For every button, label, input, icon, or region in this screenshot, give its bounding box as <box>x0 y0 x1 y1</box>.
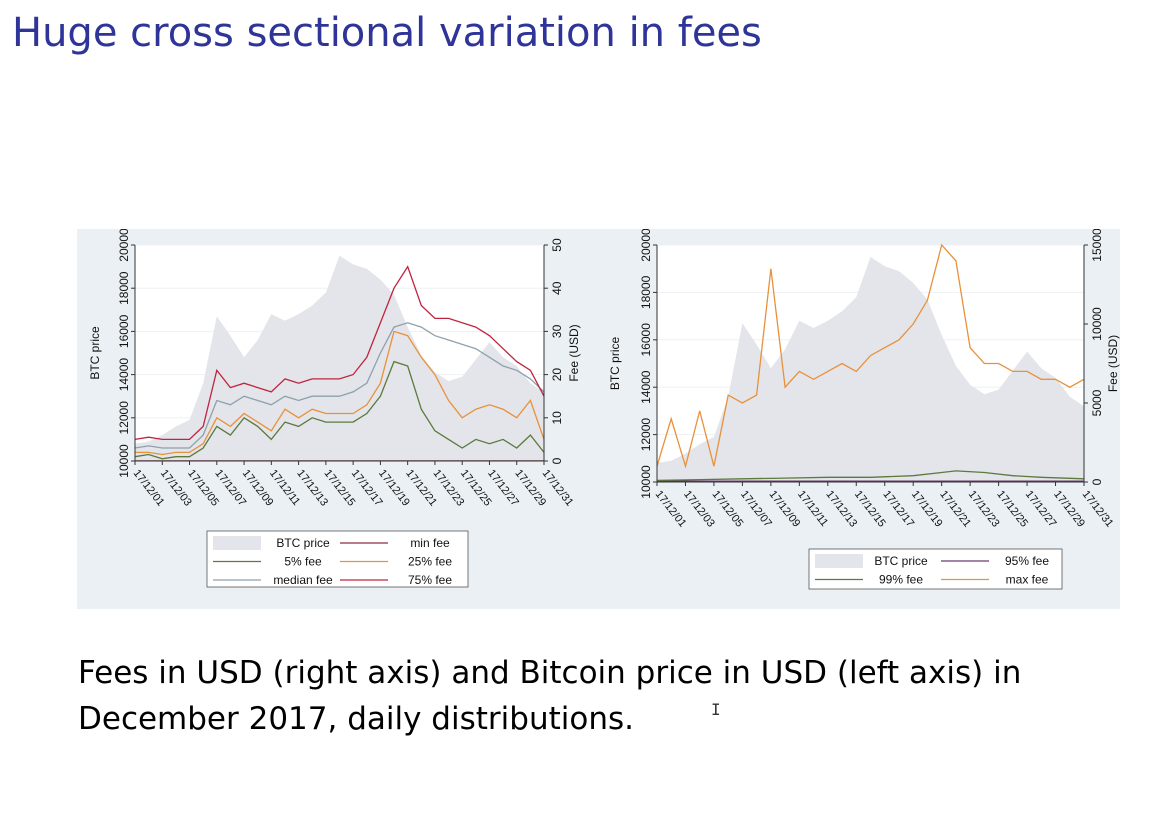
c1-legend-label-btc-price: BTC price <box>874 554 928 568</box>
c1-legend-label-95pct-fee: 95% fee <box>1005 554 1049 568</box>
c0-legend-label-median-fee: median fee <box>273 573 333 587</box>
c0-y-left-tick-label: 14000 <box>117 358 131 392</box>
c1-y-left-tick-label: 20000 <box>639 229 653 262</box>
c1-legend-label-max-fee: max fee <box>1006 573 1049 587</box>
c1-legend-label-99pct-fee: 99% fee <box>879 573 923 587</box>
slide-title: Huge cross sectional variation in fees <box>12 10 762 56</box>
c1-y-right-tick-label: 10000 <box>1090 307 1104 341</box>
c1-y-right-tick-label: 5000 <box>1090 389 1104 416</box>
c0-series-5pct-fee-line <box>134 360 545 460</box>
c0-y-right-tick-label: 40 <box>550 281 564 295</box>
c0-y-right-axis-title: Fee (USD) <box>567 324 581 381</box>
c1-y-right-tick-label: 0 <box>1090 478 1104 485</box>
c0-legend-label-btc-price: BTC price <box>276 536 330 550</box>
c1-y-left-axis-title: BTC price <box>608 337 622 391</box>
c1-y-left-tick-label: 12000 <box>639 418 653 452</box>
c0-y-right-tick-label: 20 <box>550 368 564 382</box>
c0-y-left-tick-label: 20000 <box>117 229 131 262</box>
c1-y-left-tick-label: 16000 <box>639 323 653 357</box>
c1-series-btc-price-area <box>657 256 1084 482</box>
c0-y-left-axis-title: BTC price <box>88 326 102 380</box>
c0-legend-label-min-fee: min fee <box>410 536 450 550</box>
c1-y-left-tick-label: 14000 <box>639 370 653 404</box>
c0-legend-swatch-btc-price <box>213 536 261 550</box>
chart-fee-extremes: 10000 12000 14000 16000 18000 20000 0 5000 10000… <box>608 229 1120 590</box>
c0-y-left-tick-label: 10000 <box>117 444 131 478</box>
c0-y-left-tick-label: 12000 <box>117 401 131 435</box>
slide-caption: Fees in USD (right axis) and Bitcoin pri… <box>78 655 1022 737</box>
c1-series-99pct-fee-line <box>656 470 1085 482</box>
c0-series-btc-price-area <box>135 255 544 461</box>
c0-series-75pct-fee-line <box>134 265 545 441</box>
c1-y-left-tick-label: 10000 <box>639 465 653 499</box>
text-cursor-icon: I <box>711 700 721 719</box>
c1-series-max-fee-line <box>656 243 1085 469</box>
c1-y-right-tick-label: 15000 <box>1090 229 1104 262</box>
figure-panel: 10000 12000 14000 16000 18000 20000 0 10 20 30 40 5… <box>77 229 1120 609</box>
c0-series-25pct-fee-line <box>135 330 545 456</box>
c0-series-median-fee-line <box>134 322 545 449</box>
chart-fee-percentiles: 10000 12000 14000 16000 18000 20000 0 10 20 30 40 5… <box>88 229 581 588</box>
c0-y-left-tick-label: 18000 <box>117 271 131 305</box>
c0-legend-label-25pct-fee: 25% fee <box>408 555 452 569</box>
c1-y-right-axis-title: Fee (USD) <box>1106 335 1120 392</box>
c1-legend-swatch-btc-price <box>815 554 863 568</box>
c0-y-left-tick-label: 16000 <box>117 314 131 348</box>
c0-y-right-tick-label: 10 <box>550 411 564 425</box>
c1-y-left-tick-label: 18000 <box>639 275 653 309</box>
c0-legend-label-5pct-fee: 5% fee <box>284 555 322 569</box>
c0-y-right-tick-label: 50 <box>550 238 564 252</box>
c0-legend-label-75pct-fee: 75% fee <box>408 573 452 587</box>
c0-y-right-tick-label: 30 <box>550 324 564 338</box>
c0-y-right-tick-label: 0 <box>550 457 564 464</box>
